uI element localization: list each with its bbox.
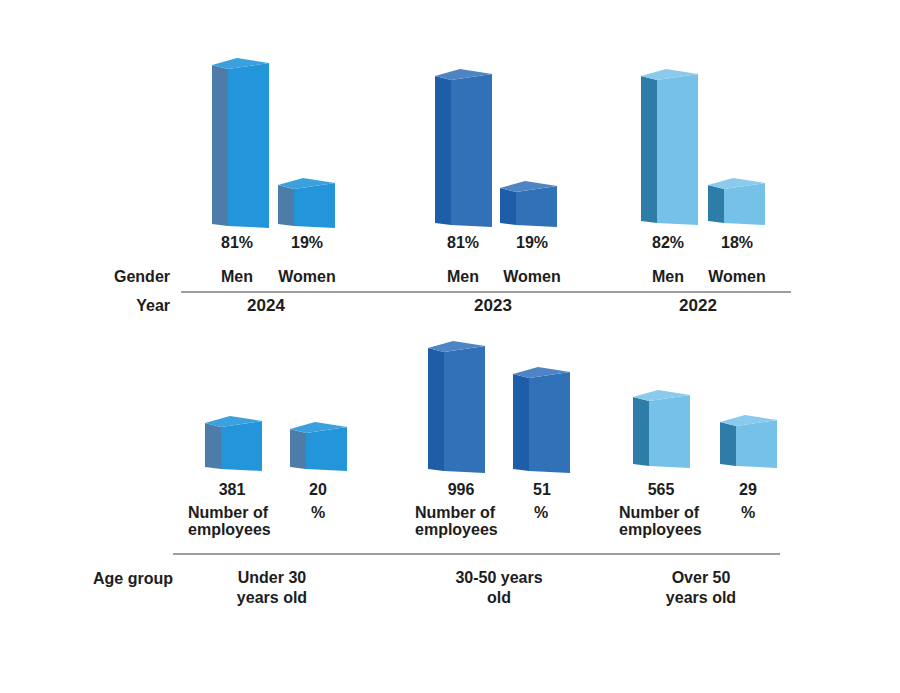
- bar-front-face: [529, 372, 570, 473]
- age-group-label: Under 30 years old: [224, 568, 320, 608]
- bar-side-face: [205, 423, 221, 469]
- bar-over-50-years-old-number-of-employees: [633, 390, 691, 468]
- employees-series-label: Number of employees: [188, 504, 280, 538]
- bar-2023-women: [500, 181, 558, 227]
- count-value-label: 51: [533, 481, 551, 499]
- bar-side-face: [278, 185, 294, 226]
- year-label: 2023: [474, 296, 512, 316]
- gender-category-label: Men: [447, 268, 479, 286]
- bar-2023-men: [435, 69, 493, 227]
- gender-category-label: Women: [278, 268, 335, 286]
- year-label: 2022: [679, 296, 717, 316]
- bar-front-face: [228, 63, 269, 228]
- count-value-label: 20: [309, 481, 327, 499]
- bar-30-50-years-old-percent: [513, 367, 571, 473]
- count-value-label: 565: [648, 481, 675, 499]
- percent-value-label: 82%: [652, 234, 684, 252]
- bar-front-face: [451, 74, 492, 227]
- bar-front-face: [657, 74, 698, 225]
- year-axis-line: [181, 291, 791, 293]
- bar-side-face: [720, 422, 736, 466]
- bar-2024-men: [212, 58, 270, 228]
- bar-front-face: [444, 346, 485, 473]
- bar-front-face: [221, 421, 262, 471]
- bar-under-30-years-old-number-of-employees: [205, 416, 263, 471]
- percent-series-label: %: [311, 504, 325, 522]
- bar-front-face: [649, 395, 690, 468]
- count-value-label: 381: [219, 481, 246, 499]
- age-group-label: Over 50 years old: [653, 568, 749, 608]
- bar-2022-women: [708, 178, 766, 225]
- bar-side-face: [212, 65, 228, 226]
- age-axis-line: [173, 553, 780, 555]
- age-group-label: 30-50 years old: [451, 568, 547, 608]
- bar-2024-women: [278, 178, 336, 228]
- employees-series-label: Number of employees: [619, 504, 711, 538]
- percent-value-label: 18%: [721, 234, 753, 252]
- gender-category-label: Women: [708, 268, 765, 286]
- bar-under-30-years-old-percent: [290, 422, 348, 471]
- bar-side-face: [500, 188, 516, 225]
- percent-value-label: 81%: [221, 234, 253, 252]
- bar-side-face: [633, 397, 649, 466]
- gender-category-label: Women: [503, 268, 560, 286]
- count-value-label: 996: [448, 481, 475, 499]
- bar-side-face: [428, 348, 444, 471]
- bar-side-face: [708, 185, 724, 223]
- gender-category-label: Men: [652, 268, 684, 286]
- bar-side-face: [641, 76, 657, 223]
- bar-front-face: [294, 183, 335, 228]
- percent-value-label: 19%: [291, 234, 323, 252]
- year-row-label: Year: [40, 297, 170, 315]
- gender-category-label: Men: [221, 268, 253, 286]
- bar-front-face: [724, 183, 765, 225]
- bar-side-face: [290, 429, 306, 469]
- year-label: 2024: [247, 296, 285, 316]
- bar-30-50-years-old-number-of-employees: [428, 341, 486, 473]
- bar-front-face: [516, 186, 557, 227]
- gender-row-label: Gender: [40, 268, 170, 286]
- bar-front-face: [306, 427, 347, 471]
- percent-series-label: %: [741, 504, 755, 522]
- percent-value-label: 19%: [516, 234, 548, 252]
- bar-side-face: [513, 374, 529, 471]
- count-value-label: 29: [739, 481, 757, 499]
- bar-over-50-years-old-percent: [720, 415, 778, 468]
- bar-2022-men: [641, 69, 699, 225]
- percent-value-label: 81%: [447, 234, 479, 252]
- percent-series-label: %: [534, 504, 548, 522]
- bar-side-face: [435, 76, 451, 225]
- bar-front-face: [736, 420, 777, 468]
- age-group-row-label: Age group: [40, 570, 173, 588]
- employee-demographics-infographic: Gender Year Age group 81% Men 19% Women 2024…: [0, 0, 900, 693]
- employees-series-label: Number of employees: [415, 504, 507, 538]
